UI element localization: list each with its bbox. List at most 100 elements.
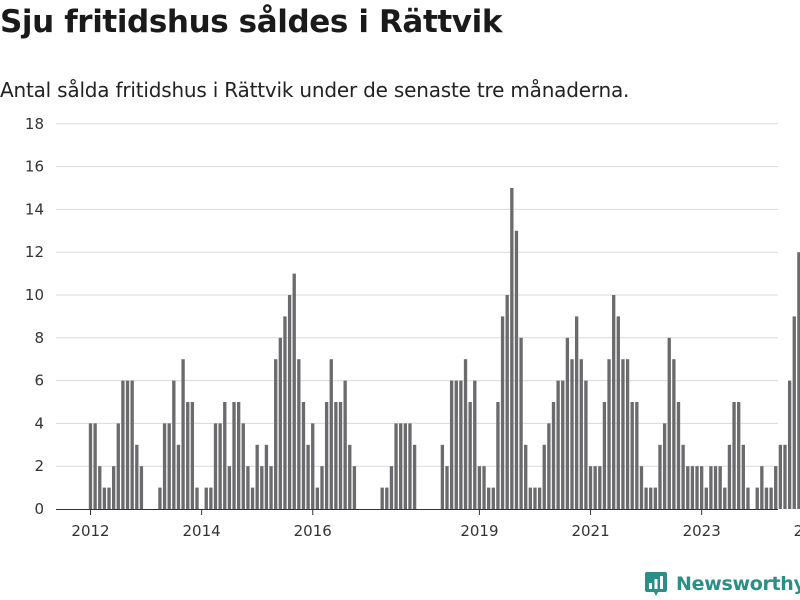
bar [287,295,292,509]
bar [612,295,616,509]
bar [635,402,639,509]
bar [737,402,741,509]
bar [473,380,477,509]
bar [514,230,519,510]
chart-title: Sju fritidshus såldes i Rättvik [0,4,503,40]
bar [311,423,315,509]
bar [454,380,458,509]
bar [389,466,394,509]
bar [449,380,454,509]
bar [510,188,514,509]
bar [385,487,389,509]
y-tick-label: 12 [25,243,44,261]
bar [487,487,491,509]
brand-name: Newsworthy [676,573,800,595]
bar [672,359,676,509]
bar [167,423,171,509]
chart-subtitle: Antal sålda fritidshus i Rättvik under d… [0,78,630,102]
bar [519,337,523,509]
bar [718,466,722,509]
bar [338,402,343,509]
x-tick-label: 2014 [183,522,221,540]
bar [621,359,625,509]
bar [630,402,634,509]
bar [533,487,537,509]
bar [755,487,759,509]
x-axis-ticks: 2012 2014 2016 2019 2021 2023 2025 [71,509,800,540]
bar [704,487,708,509]
bar [524,444,528,509]
bar [537,487,542,509]
bar [468,402,472,509]
bar [348,444,352,509]
bar [491,487,495,509]
bar [556,380,560,509]
bar [162,423,167,509]
bar [593,466,597,509]
bar [236,402,241,509]
bar [602,402,607,509]
bar [250,487,255,509]
bar [644,487,648,509]
bar [760,466,764,509]
bar [561,380,565,509]
bar [232,402,236,509]
gridlines [56,123,778,467]
bar [121,380,125,509]
bar [88,423,93,509]
newsworthy-brand[interactable]: Newsworthy [644,568,800,600]
bar [625,359,630,509]
bar [547,423,551,509]
bar [352,466,357,509]
chart-logo-icon [645,572,667,596]
x-tick-label: 2021 [571,522,609,540]
bar [690,466,695,509]
bar [639,466,644,509]
bar [649,487,653,509]
bar [213,423,218,509]
bar [283,316,287,509]
bar [324,402,329,509]
bar [255,444,259,509]
bar [588,466,593,509]
bar [797,252,800,509]
bar [274,359,278,509]
bar [778,444,783,509]
bar [459,380,463,509]
bar [98,466,102,509]
bar [204,487,208,509]
bar [477,466,482,509]
bar [380,487,384,509]
bar [787,380,792,509]
bar [172,380,176,509]
bar [408,423,412,509]
bar [329,359,333,509]
bar [746,487,750,509]
bar [176,444,181,509]
bar [662,423,667,509]
y-tick-label: 4 [34,414,44,432]
bar [111,466,116,509]
bar [713,466,718,509]
bar [505,295,509,509]
bar [246,466,250,509]
bar [774,466,778,509]
bar [653,487,658,509]
y-tick-label: 6 [34,372,44,390]
bar [445,466,449,509]
bar [727,444,732,509]
y-tick-label: 2 [34,457,44,475]
bar [723,487,727,509]
bar [306,444,310,509]
bar [500,316,505,509]
bar [135,444,139,509]
bar [667,337,671,509]
bar [686,466,690,509]
bar [209,487,213,509]
bar [542,444,546,509]
bar [769,487,773,509]
bar [218,423,222,509]
bar [565,337,570,509]
bar [607,359,611,509]
